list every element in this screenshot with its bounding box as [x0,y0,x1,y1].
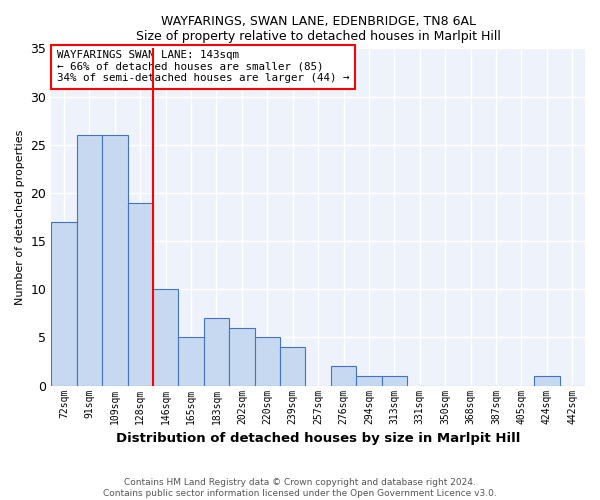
Text: Contains HM Land Registry data © Crown copyright and database right 2024.
Contai: Contains HM Land Registry data © Crown c… [103,478,497,498]
Bar [178,338,204,386]
Bar [280,347,305,386]
Bar [51,222,77,386]
Bar [534,376,560,386]
Y-axis label: Number of detached properties: Number of detached properties [15,130,25,304]
Title: WAYFARINGS, SWAN LANE, EDENBRIDGE, TN8 6AL
Size of property relative to detached: WAYFARINGS, SWAN LANE, EDENBRIDGE, TN8 6… [136,15,500,43]
Bar [204,318,229,386]
Bar [153,290,178,386]
Bar [331,366,356,386]
Bar [382,376,407,386]
Bar [254,338,280,386]
Bar [128,202,153,386]
Bar [356,376,382,386]
Bar [229,328,254,386]
Bar [102,135,128,386]
Bar [77,135,102,386]
X-axis label: Distribution of detached houses by size in Marlpit Hill: Distribution of detached houses by size … [116,432,520,445]
Text: WAYFARINGS SWAN LANE: 143sqm
← 66% of detached houses are smaller (85)
34% of se: WAYFARINGS SWAN LANE: 143sqm ← 66% of de… [56,50,349,83]
